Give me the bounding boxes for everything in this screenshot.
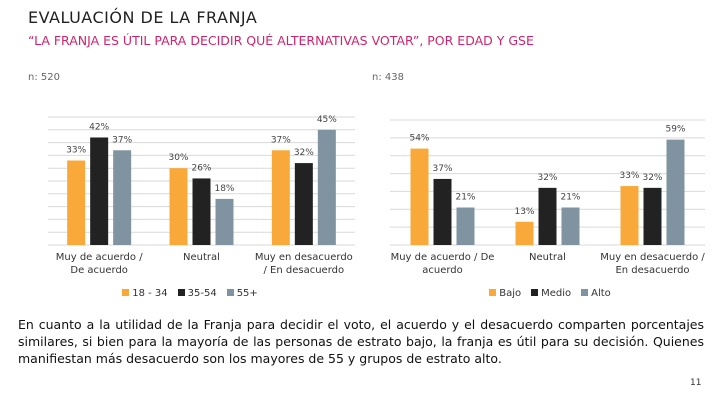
data-label: 18% [214, 184, 234, 194]
title: EVALUACIÓN DE LA FRANJA [28, 8, 258, 27]
body-text: En cuanto a la utilidad de la Franja par… [18, 317, 704, 366]
legend-swatch [226, 289, 234, 296]
bar [410, 148, 429, 245]
x-tick-label: Muy de acuerdo / De acuerdo [55, 252, 143, 276]
x-tick-label: Muy de acuerdo / De acuerdo [390, 252, 495, 276]
bar [561, 207, 580, 245]
data-label: 45% [317, 115, 337, 125]
legend-swatch [531, 289, 539, 296]
legend-swatch [122, 289, 130, 296]
data-label: 42% [89, 122, 109, 132]
x-tick-label: Muy en desacuerdo / En desacuerdo [254, 252, 353, 276]
legend-item: 18 - 34 [122, 288, 168, 299]
legend-label: 55+ [236, 288, 258, 299]
data-label: 26% [191, 163, 211, 173]
bar [215, 198, 234, 245]
bar [538, 187, 557, 245]
data-label: 21% [455, 193, 475, 203]
x-tick-label: Muy en desacuerdo / En desacuerdo [600, 252, 705, 276]
bar [666, 139, 685, 245]
bar [317, 129, 336, 245]
bar [271, 150, 290, 245]
bar [192, 178, 211, 245]
bar [113, 150, 132, 245]
page-number: 11 [690, 378, 702, 388]
legend-item: 35-54 [177, 288, 217, 299]
legend-swatch [581, 289, 589, 296]
legend-label: 18 - 34 [132, 288, 168, 299]
data-label: 32% [642, 173, 662, 183]
data-label: 37% [432, 164, 452, 174]
bar [90, 137, 109, 245]
bar [643, 187, 662, 245]
bar [620, 186, 639, 245]
x-tick-label: Neutral [183, 252, 220, 263]
legend-item: Alto [581, 288, 611, 299]
legend-item: Bajo [489, 288, 521, 299]
legend-label: 35-54 [187, 288, 217, 299]
data-label: 33% [619, 171, 639, 181]
data-label: 33% [66, 146, 86, 156]
bar [169, 168, 188, 245]
data-label: 54% [409, 134, 429, 144]
legend-item: 55+ [226, 288, 258, 299]
bar [67, 160, 86, 245]
legend-swatch [489, 289, 497, 296]
bar [456, 207, 475, 245]
data-label: 32% [537, 173, 557, 183]
bar [515, 221, 534, 245]
x-tick-label: Neutral [529, 252, 566, 263]
legend-swatch [177, 289, 185, 296]
data-label: 32% [294, 148, 314, 158]
data-label: 59% [665, 125, 685, 135]
data-label: 13% [514, 207, 534, 217]
subtitle: “LA FRANJA ES ÚTIL PARA DECIDIR QUÉ ALTE… [28, 33, 534, 48]
data-label: 37% [112, 135, 132, 145]
sample-size: n: 438 [372, 72, 404, 83]
legend-label: Medio [541, 288, 572, 299]
legend-item: Medio [531, 288, 571, 299]
legend: 18 - 34 35-54 55+ [60, 288, 320, 299]
data-label: 37% [271, 135, 291, 145]
legend-label: Bajo [499, 288, 522, 299]
data-label: 30% [168, 153, 188, 163]
legend-label: Alto [591, 288, 611, 299]
data-label: 21% [560, 193, 580, 203]
legend: Bajo Medio Alto [420, 288, 680, 299]
bar [294, 163, 313, 245]
bar [433, 178, 452, 245]
sample-size: n: 520 [28, 72, 60, 83]
